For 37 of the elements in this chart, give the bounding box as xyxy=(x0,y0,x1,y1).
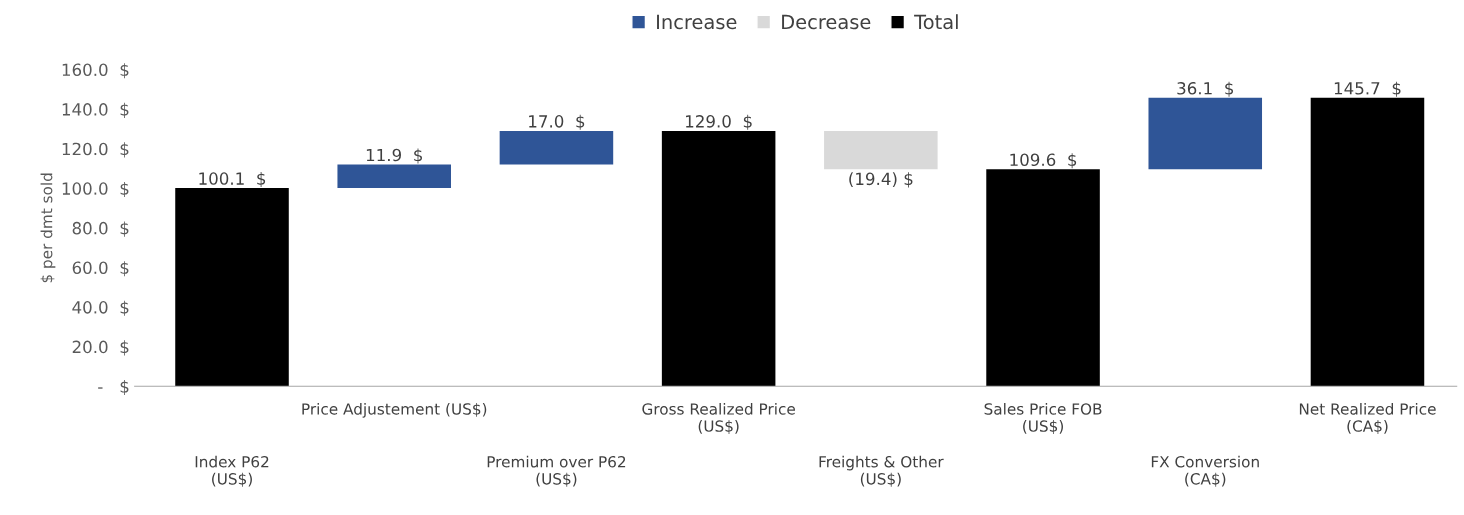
y-tick-label: 80.0 $ xyxy=(72,221,129,237)
x-tick-label: FX Conversion (CA$) xyxy=(1151,455,1259,487)
y-tick-label: 120.0 $ xyxy=(62,142,129,158)
bar xyxy=(824,130,938,170)
bar xyxy=(661,130,776,387)
bar xyxy=(499,130,614,165)
legend-label: Total xyxy=(914,14,958,30)
y-tick-label: 160.0 $ xyxy=(62,63,129,79)
x-tick-label: Freights & Other (US$) xyxy=(819,455,944,487)
data-label: 129.0 $ xyxy=(686,114,752,130)
y-tick-label: - $ xyxy=(98,379,129,396)
legend-label: Decrease xyxy=(782,14,871,30)
x-tick-label: Price Adjustement (US$) xyxy=(302,402,487,418)
y-tick-label: 140.0 $ xyxy=(62,102,129,118)
y-tick-label: 100.0 $ xyxy=(62,181,129,198)
data-label: 17.0 $ xyxy=(529,114,585,130)
data-label: 145.7 $ xyxy=(1334,81,1401,97)
x-tick-label: Gross Realized Price (US$) xyxy=(642,402,795,434)
bar xyxy=(175,188,289,387)
y-axis-title: $ per dmt sold xyxy=(40,173,56,283)
data-label: (19.4) $ xyxy=(849,172,913,188)
legend-label: Increase xyxy=(657,14,737,30)
data-label: 11.9 $ xyxy=(366,148,422,164)
y-tick-label: 20.0 $ xyxy=(72,340,129,356)
x-tick-label: Index P62 (US$) xyxy=(195,455,269,487)
x-tick-label: Net Realized Price (CA$) xyxy=(1299,402,1436,434)
data-label: 100.1 $ xyxy=(199,171,266,188)
y-tick-label: 40.0 $ xyxy=(72,300,129,316)
data-label: 109.6 $ xyxy=(1010,153,1077,169)
x-tick-label: Premium over P62 (US$) xyxy=(487,455,626,487)
bar xyxy=(337,164,451,189)
y-tick-label: 60.0 $ xyxy=(72,261,129,277)
bar xyxy=(1148,97,1263,170)
bar xyxy=(986,169,1100,387)
data-label: 36.1 $ xyxy=(1177,81,1234,97)
x-tick-label: Sales Price FOB (US$) xyxy=(984,402,1102,434)
bar xyxy=(1310,97,1425,387)
